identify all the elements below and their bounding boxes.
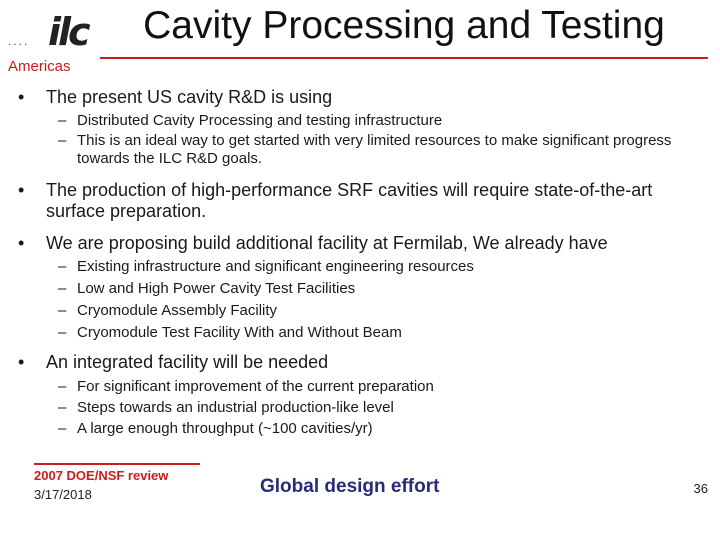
sub-bullet-4-3: – A large enough throughput (~100 caviti… [58,420,678,438]
sub-dash: – [58,112,67,129]
bullet-3: • We are proposing build additional faci… [18,233,698,254]
bullet-2: • The production of high-performance SRF… [18,180,698,222]
sub-text: This is an ideal way to get started with… [77,132,672,167]
bullet-text: The present US cavity R&D is using [46,87,333,107]
sub-dash: – [58,399,67,416]
footer-rule [34,463,200,465]
bullet-text: The production of high-performance SRF c… [46,180,653,221]
header-rule [100,57,708,59]
bullet-4: • An integrated facility will be needed [18,352,698,373]
bullet-dot: • [18,352,25,372]
sub-bullet-3-3: – Cryomodule Assembly Facility [58,302,678,320]
sub-text: Low and High Power Cavity Test Facilitie… [77,280,356,297]
slide-title: Cavity Processing and Testing [143,4,665,47]
footer-date: 3/17/2018 [34,487,92,502]
sub-bullet-4-1: – For significant improvement of the cur… [58,378,678,396]
sub-text: Cryomodule Test Facility With and Withou… [77,324,402,341]
bullet-1: • The present US cavity R&D is using [18,87,698,108]
sub-bullet-1-1: – Distributed Cavity Processing and test… [58,112,678,130]
sub-text: Existing infrastructure and significant … [77,258,474,275]
sub-dash: – [58,378,67,395]
sub-dash: – [58,324,67,341]
footer-tagline: Global design effort [260,476,440,497]
sub-text: Cryomodule Assembly Facility [77,302,278,319]
sub-dash: – [58,132,67,149]
sub-bullet-3-2: – Low and High Power Cavity Test Facilit… [58,280,678,298]
logo-mark: ilc [48,10,91,54]
sub-bullet-3-1: – Existing infrastructure and significan… [58,258,678,276]
sub-text: A large enough throughput (~100 cavities… [77,420,373,437]
bullet-text: An integrated facility will be needed [46,352,329,372]
sub-bullet-1-2: – This is an ideal way to get started wi… [58,132,678,168]
logo-dots: .... [8,34,30,48]
footer-review: 2007 DOE/NSF review [34,468,169,483]
sub-dash: – [58,420,67,437]
page-number: 36 [693,481,708,496]
sub-dash: – [58,302,67,319]
sub-dash: – [58,280,67,297]
bullet-dot: • [18,180,25,200]
bullet-dot: • [18,233,25,253]
bullet-dot: • [18,87,25,107]
sub-text: Steps towards an industrial production-l… [77,399,394,416]
sub-text: Distributed Cavity Processing and testin… [77,112,443,129]
logo-subtitle: Americas [8,58,71,75]
sub-bullet-3-4: – Cryomodule Test Facility With and With… [58,324,678,342]
ilc-logo: .... ilc Americas [6,8,91,75]
bullet-text: We are proposing build additional facili… [46,233,608,253]
sub-dash: – [58,258,67,275]
sub-text: For significant improvement of the curre… [77,378,434,395]
sub-bullet-4-2: – Steps towards an industrial production… [58,399,678,417]
